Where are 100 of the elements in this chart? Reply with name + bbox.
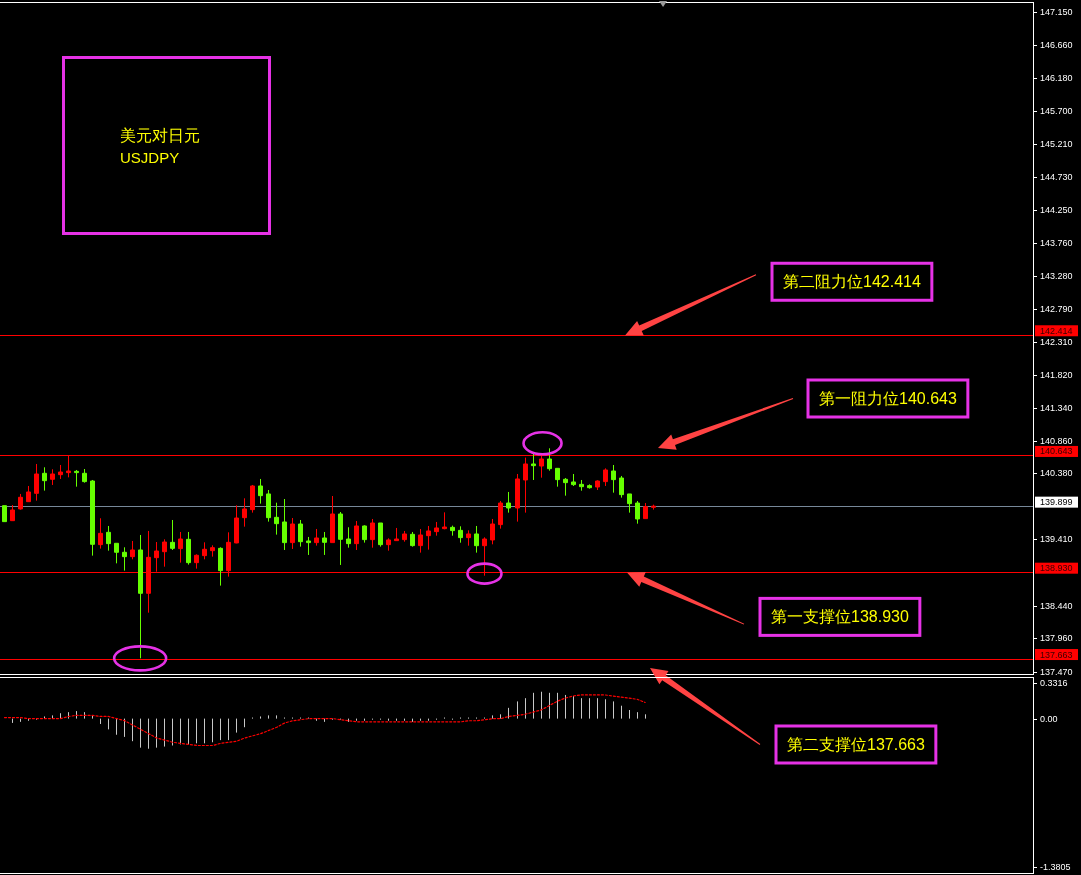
candlestick <box>627 493 632 514</box>
candlestick <box>426 525 431 551</box>
candlestick <box>138 534 143 659</box>
candlestick <box>338 511 343 566</box>
y-tick-label: 137.960 <box>1040 633 1073 644</box>
y-tick-label: 145.210 <box>1040 139 1073 150</box>
candlestick <box>587 483 592 490</box>
candlestick <box>234 504 239 544</box>
candlestick <box>314 528 319 547</box>
candlestick <box>2 505 7 523</box>
y-tick-label: 140.860 <box>1040 435 1073 446</box>
y-tick-label: 137.470 <box>1040 666 1073 677</box>
candlestick <box>50 468 55 486</box>
candlestick <box>611 464 616 494</box>
candlestick <box>242 497 247 528</box>
line-series <box>3 694 646 747</box>
candlestick <box>290 517 295 550</box>
y-tick-label: 142.790 <box>1040 304 1073 315</box>
y-tick-label: 143.280 <box>1040 270 1073 281</box>
candlestick <box>298 519 303 548</box>
candlestick <box>18 493 23 511</box>
y-tick-label: 146.180 <box>1040 73 1073 84</box>
candlestick <box>410 531 415 548</box>
candlestick <box>378 522 383 548</box>
annotation: 第二支撑位137.663 <box>787 736 925 753</box>
y-tick-label: 0.00 <box>1040 713 1058 724</box>
candlestick <box>458 525 463 544</box>
candlestick <box>42 466 47 492</box>
candlestick <box>531 452 536 481</box>
candlestick <box>635 500 640 525</box>
candlestick <box>571 473 576 487</box>
candlestick <box>26 485 31 503</box>
y-tick-label: 146.660 <box>1040 40 1073 51</box>
y-tick-label: 0.3316 <box>1040 677 1068 688</box>
ref-line-label: 137.663 <box>1040 649 1073 660</box>
ref-line-label: 140.643 <box>1040 446 1073 457</box>
candlestick <box>34 463 39 502</box>
candlestick <box>322 531 327 556</box>
candlestick <box>434 521 439 537</box>
candlestick <box>579 479 584 492</box>
y-tick-label: 142.310 <box>1040 336 1073 347</box>
candlestick <box>258 478 263 505</box>
candlestick <box>10 504 15 522</box>
text: USJDPY <box>120 149 180 166</box>
candlestick <box>474 525 479 554</box>
candlestick <box>274 502 279 536</box>
candlestick <box>186 531 191 566</box>
candlestick <box>362 524 367 544</box>
y-tick-label: 141.820 <box>1040 370 1073 381</box>
y-tick-label: 140.380 <box>1040 468 1073 479</box>
candlestick <box>210 544 215 558</box>
candlestick <box>595 479 600 491</box>
candlestick <box>539 455 544 479</box>
candlestick <box>563 477 568 497</box>
y-tick-label: 139.410 <box>1040 534 1073 545</box>
candlestick <box>266 489 271 523</box>
y-tick-label: -1.3805 <box>1040 862 1071 873</box>
candlestick <box>619 475 624 499</box>
candlestick <box>346 526 351 549</box>
candlestick <box>202 541 207 560</box>
candlestick <box>354 520 359 551</box>
candlestick <box>170 519 175 551</box>
candlestick <box>442 511 447 530</box>
candlestick <box>651 504 656 511</box>
candlestick <box>282 498 287 551</box>
candlestick <box>466 529 471 547</box>
text: 美元对日元 <box>120 127 200 144</box>
y-tick-label: 143.760 <box>1040 238 1073 249</box>
candlestick <box>218 546 223 587</box>
annotation: 第二阻力位142.414 <box>783 273 921 291</box>
annotation: 第一阻力位140.643 <box>819 390 957 407</box>
candlestick <box>90 479 95 557</box>
candlestick <box>603 467 608 487</box>
candlestick <box>386 537 391 552</box>
candlestick <box>130 540 135 560</box>
candlestick <box>178 531 183 564</box>
candlestick <box>306 536 311 556</box>
candlestick <box>162 538 167 568</box>
candlestick <box>450 525 455 537</box>
candlestick <box>58 464 63 480</box>
candlestick <box>82 468 87 484</box>
candlestick <box>418 528 423 554</box>
ref-line-label: 142.414 <box>1040 325 1073 336</box>
candlestick <box>106 525 111 552</box>
candlestick <box>74 469 79 488</box>
candlestick <box>98 517 103 550</box>
y-tick-label: 144.250 <box>1040 204 1073 215</box>
candlestick <box>194 553 199 570</box>
y-tick-label: 145.700 <box>1040 105 1073 116</box>
ref-line-label: 139.899 <box>1040 497 1073 508</box>
candlestick <box>643 502 648 520</box>
y-tick-label: 147.150 <box>1040 7 1073 18</box>
candlestick <box>506 491 511 514</box>
candlestick <box>523 457 528 514</box>
candlestick <box>114 542 119 564</box>
candlestick <box>498 500 503 530</box>
y-tick-label: 144.730 <box>1040 171 1073 182</box>
candlestick <box>250 484 255 514</box>
candlestick <box>402 530 407 543</box>
candlestick <box>547 447 552 472</box>
